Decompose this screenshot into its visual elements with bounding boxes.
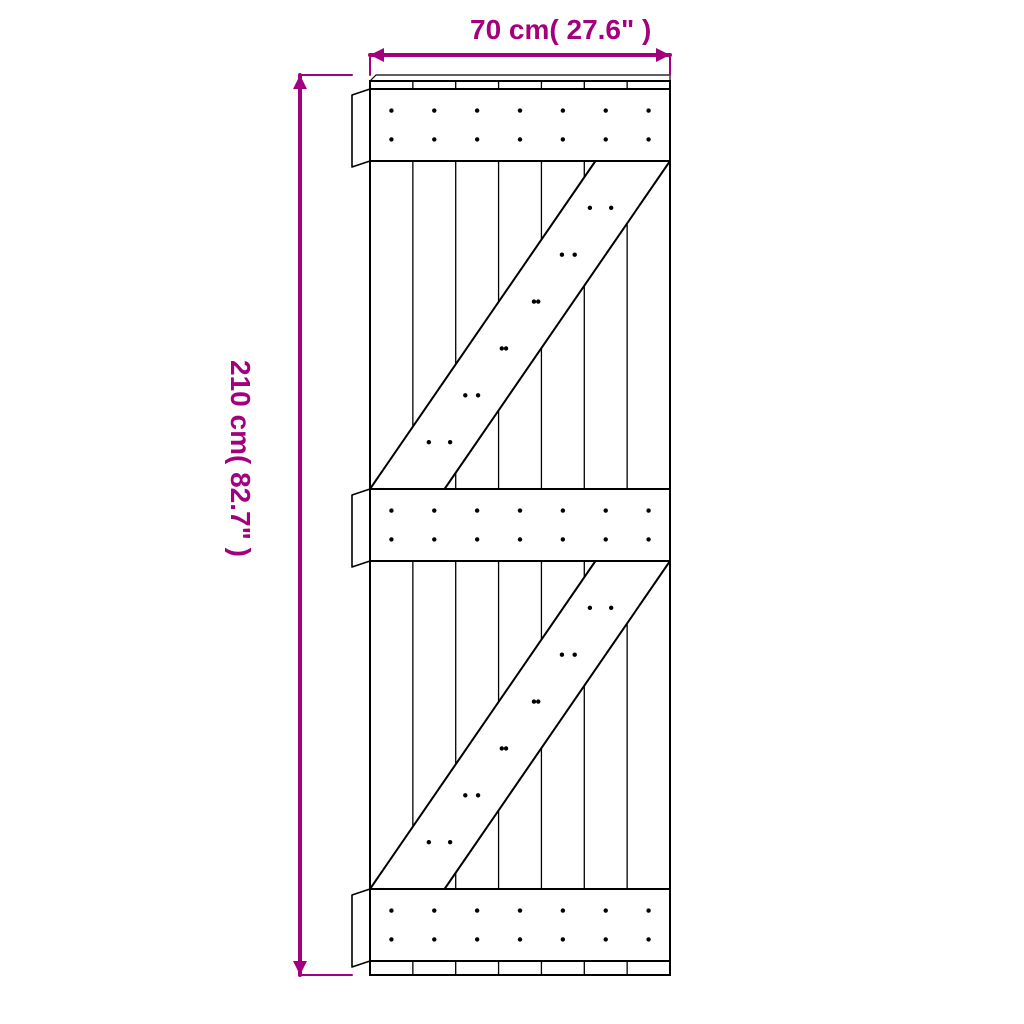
- width-dimension-label: 70 cm( 27.6" ): [470, 14, 651, 46]
- height-dimension-label: 210 cm( 82.7" ): [224, 360, 256, 557]
- diagram-svg: [0, 0, 1024, 1024]
- diagram-canvas: 70 cm( 27.6" ) 210 cm( 82.7" ): [0, 0, 1024, 1024]
